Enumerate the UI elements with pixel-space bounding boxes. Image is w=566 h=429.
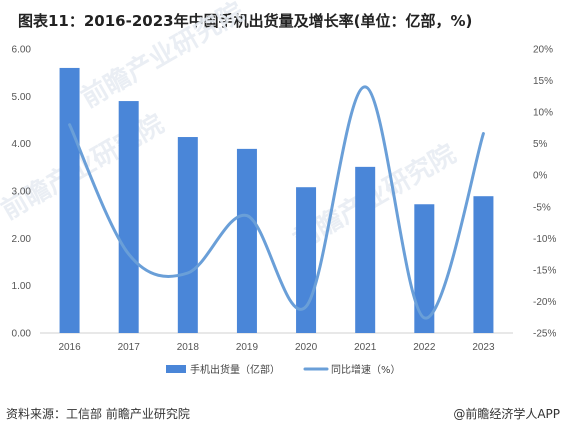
bar [355, 166, 376, 333]
y-left-tick-label: 4.00 [12, 139, 32, 150]
bar [177, 137, 198, 333]
y-right-tick-label: -15% [533, 265, 556, 276]
y-right-tick-label: 5% [533, 139, 548, 150]
y-left-tick-label: 6.00 [12, 45, 32, 56]
legend: 手机出货量（亿部） 同比增速（%） [166, 363, 401, 376]
y-right-tick-label: 10% [533, 108, 553, 119]
y-right-tick-label: 0% [533, 171, 548, 182]
x-tick-label: 2020 [295, 342, 318, 353]
source-note: 资料来源：工信部 前瞻产业研究院 [6, 406, 190, 421]
axes: 0.00 1.00 2.00 3.00 4.00 5.00 6.00 -25% -20% -15%… [12, 45, 557, 354]
y-left-tick-label: 2.00 [12, 234, 32, 245]
line-series [68, 85, 485, 320]
y-right-tick-label: 15% [533, 76, 553, 87]
bar [414, 204, 435, 333]
growth-line [68, 85, 485, 320]
bar [118, 101, 139, 333]
chart-title: 图表11：2016-2023年中国手机出货量及增长率(单位：亿部，%) [18, 12, 472, 30]
y-right-tick-label: -20% [533, 297, 556, 308]
x-tick-label: 2019 [236, 342, 259, 353]
y-right-tick-label: 20% [533, 45, 553, 56]
bar [296, 187, 317, 333]
legend-swatch-bar [166, 365, 186, 373]
y-left-tick-label: 1.00 [12, 281, 32, 292]
y-left-tick-label: 5.00 [12, 92, 32, 103]
x-tick-label: 2021 [354, 342, 377, 353]
bar [473, 196, 494, 333]
watermark-text: 前瞻产业研究院 [0, 108, 169, 226]
y-left-tick-label: 3.00 [12, 187, 32, 198]
y-right-tick-label: -5% [533, 202, 551, 213]
bar [59, 67, 80, 333]
brand-note: @前瞻经济学人APP [453, 406, 560, 421]
y-left-tick-label: 0.00 [12, 329, 32, 340]
legend-label-bar: 手机出货量（亿部） [190, 363, 280, 376]
y-right-tick-label: -25% [533, 329, 556, 340]
x-tick-label: 2017 [118, 342, 141, 353]
x-tick-label: 2022 [413, 342, 436, 353]
legend-label-line: 同比增速（%） [331, 363, 401, 376]
x-tick-label: 2018 [177, 342, 200, 353]
x-tick-label: 2023 [472, 342, 495, 353]
bar-series [59, 67, 494, 333]
bar [236, 148, 257, 333]
y-right-tick-label: -10% [533, 234, 556, 245]
x-tick-label: 2016 [58, 342, 81, 353]
